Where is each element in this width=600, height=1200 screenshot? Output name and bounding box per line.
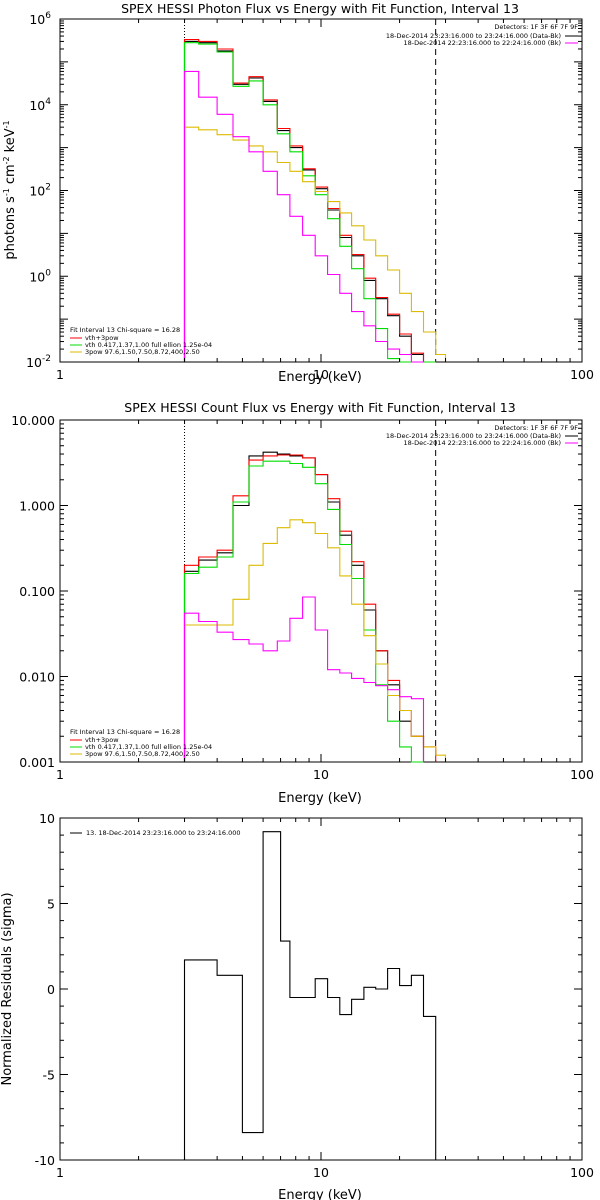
residuals-legend-entry: 13. 18-Dec-2014 23:23:16.000 to 23:24:16… [86, 829, 241, 837]
count-vertical-markers [184, 420, 437, 762]
count-series-thermal [183, 460, 424, 763]
residuals-x-ticks: 1 10 100 [56, 818, 594, 1180]
count-series-background [183, 596, 425, 762]
count-series-data [183, 451, 436, 763]
count-legend-entry-thermal: vth 0.417,1.37,1.00 full ellion 1.25e-04 [85, 743, 212, 751]
photon-y-tick-exp: 4 [45, 97, 51, 107]
photon-y-tick-base: 10 [29, 269, 45, 284]
photon-x-axis-label: Energy (keV) [278, 370, 362, 385]
photon-y-tick-exp: 2 [45, 183, 51, 193]
photon-ylabel-text: photons s [3, 196, 18, 260]
count-x-tick-label: 10 [313, 767, 329, 782]
residuals-y-ticks: -10 -5 0 5 10 [35, 811, 582, 1168]
photon-ylabel-unit3: keV [3, 128, 18, 152]
count-legend-entry-nonthermal: 3pow 97.6,1.50,7.50,8.72,400,2.50 [85, 750, 200, 758]
count-x-tick-label: 1 [56, 767, 64, 782]
photon-series-total [183, 39, 436, 363]
residuals-series-residual [183, 831, 437, 1160]
photon-y-tick-base: 10 [29, 98, 45, 113]
count-y-tick-label: 0.100 [19, 584, 55, 599]
residuals-y-tick-label: 0 [47, 982, 55, 997]
count-x-axis-label: Energy (keV) [278, 791, 362, 806]
count-x-tick-label: 100 [570, 767, 594, 782]
photon-series-thermal [183, 42, 436, 363]
photon-series-background [183, 70, 424, 363]
count-plot-frame [59, 419, 583, 763]
residuals-legend: 13. 18-Dec-2014 23:23:16.000 to 23:24:16… [70, 829, 241, 837]
photon-y-tick-base: 10 [29, 12, 45, 27]
photon-y-tick-exp: 6 [45, 11, 51, 21]
count-legend-left: Fit Interval 13 Chi-square = 16.28 vth+3… [70, 728, 212, 758]
count-y-tick-label: 10.000 [11, 413, 55, 428]
photon-y-tick-label: 104 [29, 97, 51, 113]
photon-legend-entry-data: 18-Dec-2014 23:23:16.000 to 23:24:16.000… [386, 32, 561, 40]
photon-legend-entry-thermal: vth 0.417,1.37,1.00 full ellion 1.25e-04 [85, 341, 212, 349]
count-legend-right: Detectors: 1F 3F 6F 7F 9F 18-Dec-2014 23… [386, 424, 578, 447]
count-flux-panel: SPEX HESSI Count Flux vs Energy with Fit… [11, 400, 594, 806]
residuals-panel: 1 10 100 -10 -5 0 5 10 Energy (keV) Normalized… [0, 811, 594, 1200]
count-y-ticks: 0.001 0.010 0.100 1.000 10.000 [11, 413, 582, 770]
photon-ylabel-exp3: -1 [2, 120, 11, 128]
count-series-group [183, 451, 447, 763]
count-y-tick-label: 0.010 [19, 670, 55, 685]
residuals-plot-frame [59, 817, 583, 1161]
residuals-y-tick-label: -5 [43, 1068, 55, 1083]
count-legend-entry-bk: 18-Dec-2014 22:23:16.000 to 22:24:16.000… [404, 439, 562, 447]
photon-y-tick-label: 106 [29, 11, 51, 27]
count-legend-entry-data: 18-Dec-2014 23:23:16.000 to 23:24:16.000… [386, 432, 561, 440]
photon-x-tick-label: 10 [313, 367, 329, 382]
count-y-tick-label: 0.001 [19, 755, 55, 770]
count-legend-entry-total: vth+3pow [85, 736, 119, 744]
count-chart-title: SPEX HESSI Count Flux vs Energy with Fit… [124, 400, 515, 415]
count-series-nonthermal [183, 519, 447, 762]
photon-y-tick-label: 102 [29, 183, 51, 199]
photon-plot-frame [59, 18, 583, 363]
photon-series-group [183, 39, 447, 363]
photon-ylabel-exp2: -2 [2, 156, 11, 164]
photon-y-tick-base: 10 [29, 184, 45, 199]
residuals-x-tick-label: 10 [313, 1165, 329, 1180]
photon-y-tick-base: 10 [26, 355, 42, 370]
residuals-x-tick-label: 1 [56, 1165, 64, 1180]
photon-legend-left: Fit Interval 13 Chi-square = 16.28 vth+3… [70, 326, 212, 356]
photon-legend-entry-nonthermal: 3pow 97.6,1.50,7.50,8.72,400,2.50 [85, 348, 200, 356]
photon-y-tick-label: 100 [29, 268, 51, 284]
photon-legend-fit-header: Fit Interval 13 Chi-square = 16.28 [70, 326, 180, 334]
residuals-x-tick-label: 100 [570, 1165, 594, 1180]
residuals-series-group [183, 831, 437, 1160]
photon-y-tick-exp: 0 [45, 268, 51, 278]
count-series-total [183, 454, 437, 762]
photon-vertical-markers [184, 19, 437, 362]
photon-ylabel-unit2: cm [3, 164, 18, 184]
photon-chart-title: SPEX HESSI Photon Flux vs Energy with Fi… [121, 1, 519, 16]
count-legend-fit-header: Fit Interval 13 Chi-square = 16.28 [70, 728, 180, 736]
photon-y-tick-label: 10-2 [26, 354, 51, 370]
photon-flux-panel: SPEX HESSI Photon Flux vs Energy with Fi… [2, 1, 594, 385]
count-y-tick-label: 1.000 [19, 499, 55, 514]
photon-legend-detectors: Detectors: 1F 3F 6F 7F 9F [494, 23, 578, 31]
photon-legend-right: Detectors: 1F 3F 6F 7F 9F 18-Dec-2014 23… [386, 23, 578, 47]
count-legend-detectors: Detectors: 1F 3F 6F 7F 9F [494, 424, 578, 432]
photon-y-tick-exp: -2 [42, 354, 51, 364]
count-x-ticks: 1 10 100 [56, 420, 594, 782]
residuals-y-tick-label: 5 [47, 897, 55, 912]
photon-legend-entry-bk: 18-Dec-2014 22:23:16.000 to 22:24:16.000… [404, 39, 562, 47]
residuals-y-tick-label: -10 [35, 1153, 55, 1168]
residuals-y-axis-label: Normalized Residuals (sigma) [0, 892, 15, 1085]
residuals-y-tick-label: 10 [39, 811, 55, 826]
photon-x-tick-label: 1 [56, 367, 64, 382]
photon-series-nonthermal [183, 126, 447, 362]
photon-x-tick-label: 100 [570, 367, 594, 382]
photon-legend-entry-total: vth+3pow [85, 334, 119, 342]
residuals-x-axis-label: Energy (keV) [278, 1188, 362, 1200]
photon-ylabel-exp1: -1 [2, 188, 11, 196]
photon-y-axis-label: photons s-1cm-2keV-1 [2, 120, 18, 259]
photon-x-ticks: 1 10 100 [56, 19, 594, 382]
